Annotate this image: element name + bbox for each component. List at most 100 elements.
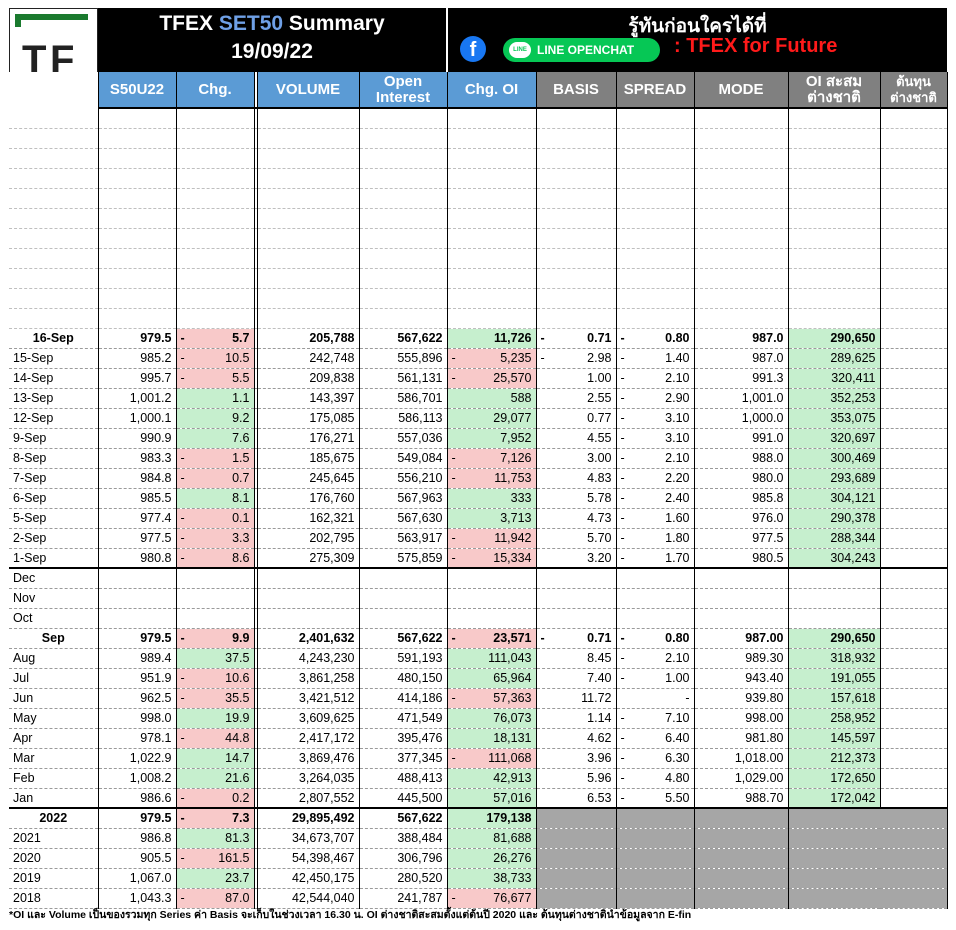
spread-cell-value: 2.10 [665, 451, 690, 465]
price-cell: 979.5 [98, 628, 177, 649]
blank-cell [447, 148, 537, 169]
change-cell-value: 21.6 [225, 771, 250, 785]
volume-cell-value: 242,748 [309, 351, 355, 365]
row-label: 2022 [9, 808, 99, 829]
empty-cell [254, 588, 258, 609]
blank-cell [694, 248, 789, 269]
change-oi-cell-value: 111,068 [488, 751, 532, 765]
oi-foreign-cell-value: 318,932 [830, 651, 876, 665]
spread-cell: - 2.90 [616, 388, 695, 409]
empty-cell [176, 588, 255, 609]
change-cell-sign: - [180, 790, 185, 805]
basis-cell: 11.72 [536, 688, 617, 709]
price-cell: 986.8 [98, 828, 177, 849]
price-cell-value: 986.8 [140, 831, 172, 845]
blank-cell [257, 168, 360, 189]
line-openchat-badge[interactable]: LINE LINE OPENCHAT [503, 38, 660, 62]
gap-cell [254, 408, 258, 429]
price-cell: 980.8 [98, 548, 177, 569]
change-cell: - 8.6 [176, 548, 255, 569]
facebook-icon[interactable]: f [460, 36, 486, 62]
price-cell: 984.8 [98, 468, 177, 489]
oi-foreign-cell-value: 304,243 [830, 550, 876, 565]
oi-foreign-cell: 157,618 [788, 688, 881, 709]
column-header-9: ต้นทุน ต่างชาติ [880, 72, 948, 109]
daily-row: 7-Sep 984.8-0.7 245,645 556,210-11,753 4.83-… [9, 468, 948, 489]
change-cell-value: 10.6 [225, 671, 250, 685]
gap-cell [254, 828, 258, 849]
blank-cell [257, 108, 360, 129]
volume-cell-value: 54,398,467 [291, 851, 355, 865]
basis-cell-sign: - [540, 631, 545, 645]
spread-cell-sign: - [620, 351, 625, 365]
blank-cell [254, 148, 258, 169]
empty-cell [257, 588, 360, 609]
volume-cell: 42,450,175 [257, 868, 360, 889]
blank-cell [880, 248, 948, 269]
blank-cell [98, 128, 177, 149]
row-label: Oct [9, 608, 99, 629]
basis-cell: 7.40 [536, 668, 617, 689]
row-label: 14-Sep [9, 368, 99, 389]
change-cell: - 5.5 [176, 368, 255, 389]
blank-cell [9, 128, 99, 149]
volume-cell: 2,417,172 [257, 728, 360, 749]
mode-cell: 988.0 [694, 448, 789, 469]
grey-filler-cell [694, 848, 789, 869]
blank-cell [9, 168, 99, 189]
blank-cell [616, 248, 695, 269]
blank-cell [788, 148, 881, 169]
mode-cell: 1,001.0 [694, 388, 789, 409]
cost-cell [880, 448, 948, 469]
mode-cell: 988.70 [694, 788, 789, 809]
open-interest-cell: 567,622 [359, 328, 448, 349]
blank-cell [176, 128, 255, 149]
change-cell-value: 87.0 [225, 891, 250, 905]
oi-foreign-cell: 318,932 [788, 648, 881, 669]
grey-filler-cell [536, 888, 617, 909]
open-interest-cell-value: 556,210 [397, 471, 443, 485]
open-interest-cell: 306,796 [359, 848, 448, 869]
volume-cell-value: 2,807,552 [298, 790, 355, 805]
empty-cell [257, 568, 360, 589]
header-gap-cell [254, 72, 258, 109]
column-header-0: S50U22 [98, 72, 177, 109]
empty-cell [447, 608, 537, 629]
change-oi-cell-value: 3,713 [500, 511, 532, 525]
oi-foreign-cell-value: 293,689 [830, 471, 876, 485]
empty-cell [694, 608, 789, 629]
blank-row [9, 228, 948, 249]
basis-cell: 1.14 [536, 708, 617, 729]
open-interest-cell: 563,917 [359, 528, 448, 549]
change-oi-cell-value: 65,964 [493, 671, 532, 685]
cost-cell [880, 548, 948, 569]
blank-cell [359, 248, 448, 269]
mode-cell-value: 976.0 [752, 511, 784, 525]
spread-cell: - [616, 688, 695, 709]
gap-cell [254, 468, 258, 489]
blank-cell [788, 188, 881, 209]
change-oi-cell: - 76,677 [447, 888, 537, 909]
volume-cell: 3,421,512 [257, 688, 360, 709]
row-label: 2-Sep [9, 528, 99, 549]
basis-cell: 8.45 [536, 648, 617, 669]
spread-cell-sign: - [620, 491, 625, 505]
change-cell-sign: - [180, 671, 185, 685]
change-oi-cell-value: 81,688 [493, 831, 532, 845]
yearly-row: 2022 979.5- 7.3 29,895,492 567,622 179,138 [9, 808, 948, 829]
grey-filler-cell [536, 868, 617, 889]
spread-cell-value: 7.10 [665, 711, 690, 725]
mode-cell: 1,029.00 [694, 768, 789, 789]
blank-cell [98, 288, 177, 309]
row-label: 13-Sep [9, 388, 99, 409]
daily-row: 16-Sep 979.5-5.7 205,788 567,622 11,726-0.71… [9, 328, 948, 349]
open-interest-cell: 567,622 [359, 628, 448, 649]
change-cell: - 7.3 [176, 808, 255, 829]
blank-cell [359, 168, 448, 189]
oi-foreign-cell-value: 352,253 [830, 391, 876, 405]
oi-foreign-cell: 304,121 [788, 488, 881, 509]
grey-filler-cell [788, 828, 880, 849]
price-cell: 1,008.2 [98, 768, 177, 789]
empty-cell [447, 588, 537, 609]
open-interest-cell-value: 561,131 [397, 371, 443, 385]
